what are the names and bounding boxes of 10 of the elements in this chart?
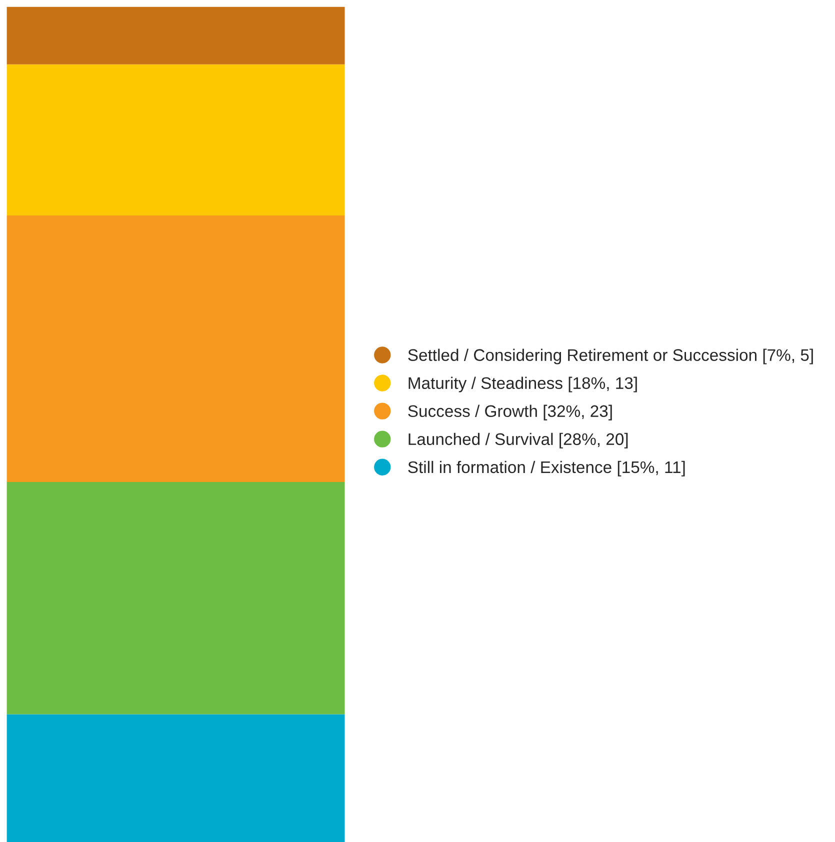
legend-label: Still in formation / Existence [15%, 11] [408,460,685,476]
legend-label: Launched / Survival [28%, 20] [408,432,628,448]
legend-label: Maturity / Steadiness [18%, 13] [408,376,637,392]
bar [6,216,345,482]
bar [6,64,345,216]
bar [6,714,345,842]
legend-label: Settled / Considering Retirement or Succession [7%, 5] [408,348,813,364]
legend-label: Success / Growth [32%, 23] [408,404,612,420]
bar [6,482,345,714]
bar [6,6,345,64]
